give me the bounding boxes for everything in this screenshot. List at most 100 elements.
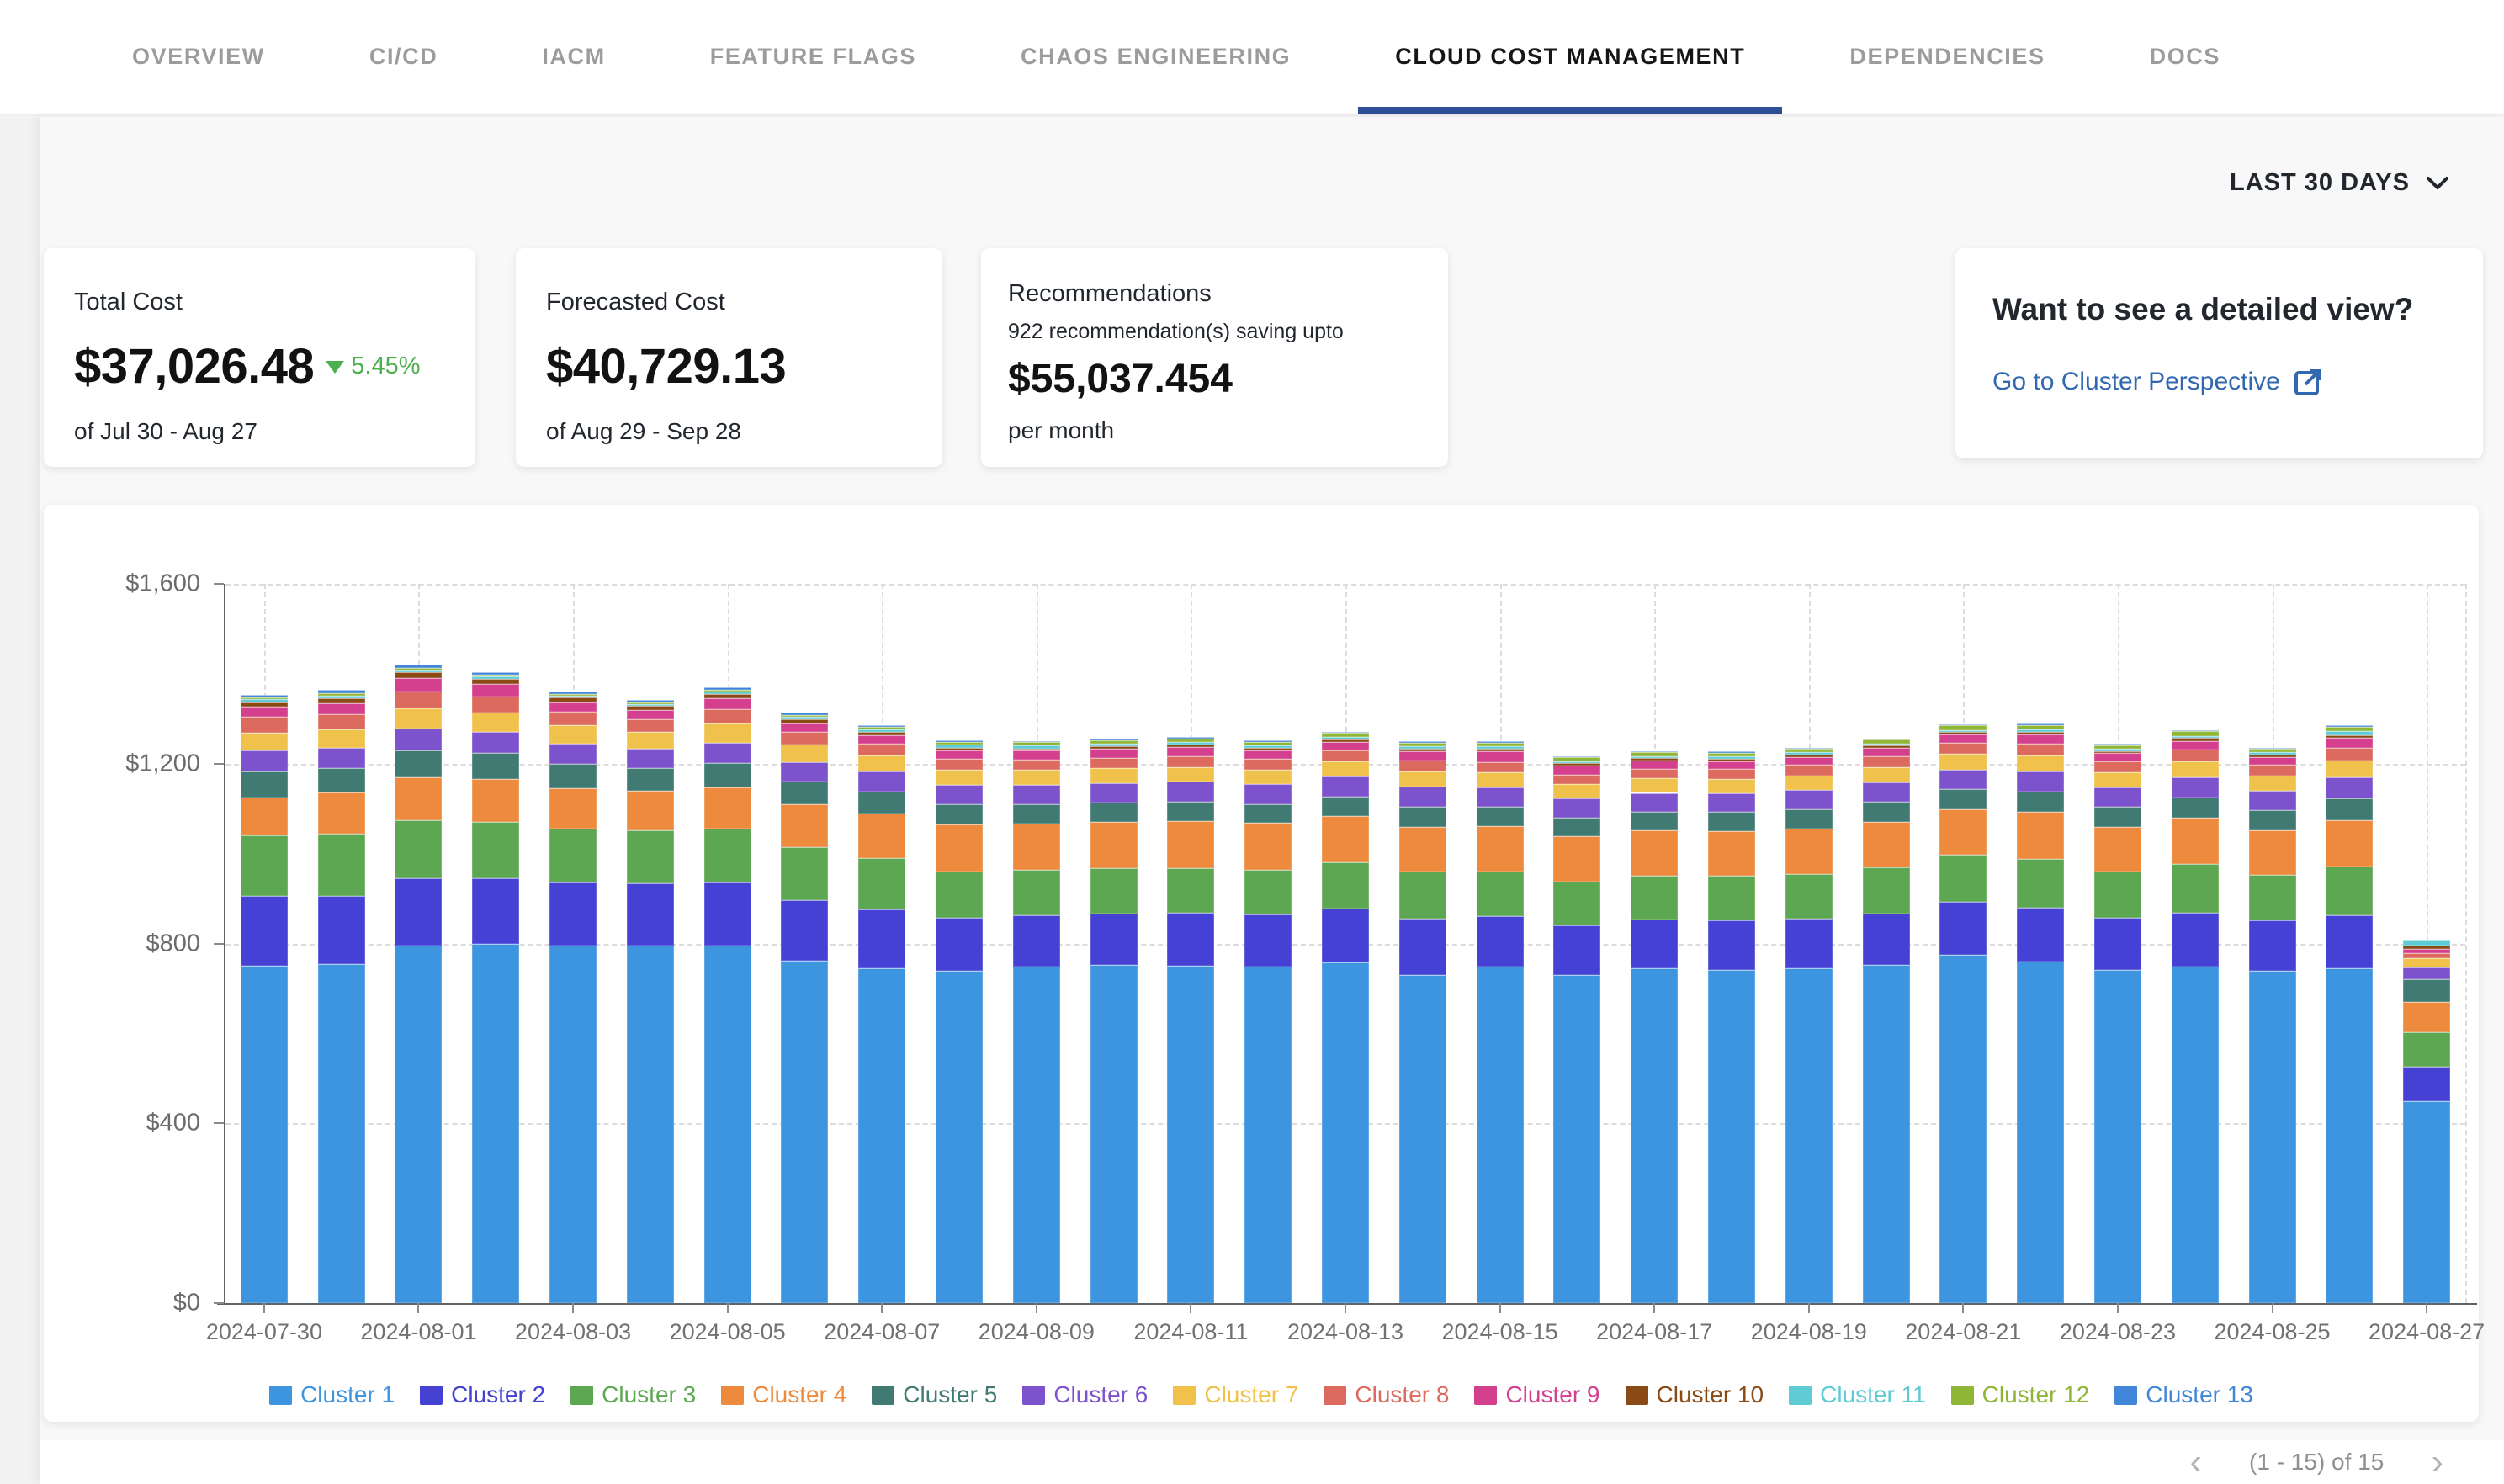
bar-segment-cluster-6[interactable] (1399, 787, 1446, 807)
bar-2024-08-20[interactable] (1863, 739, 1910, 1303)
bar-2024-08-22[interactable] (2017, 723, 2064, 1303)
bar-segment-cluster-11[interactable] (704, 692, 751, 694)
bar-segment-cluster-3[interactable] (549, 829, 597, 882)
bar-segment-cluster-4[interactable] (2172, 818, 2219, 864)
bar-2024-08-02[interactable] (472, 672, 519, 1303)
bar-segment-cluster-5[interactable] (1322, 797, 1369, 816)
bar-segment-cluster-9[interactable] (858, 735, 905, 744)
bar-segment-cluster-5[interactable] (1477, 807, 1524, 825)
bar-2024-08-17[interactable] (1631, 751, 1678, 1303)
bar-segment-cluster-10[interactable] (549, 697, 597, 702)
bar-segment-cluster-10[interactable] (627, 706, 674, 710)
bar-segment-cluster-5[interactable] (1863, 802, 1910, 822)
bar-segment-cluster-7[interactable] (2326, 761, 2373, 777)
bar-segment-cluster-11[interactable] (1244, 745, 1292, 748)
bar-segment-cluster-7[interactable] (1322, 761, 1369, 776)
bar-segment-cluster-9[interactable] (1322, 742, 1369, 751)
tab-feature-flags[interactable]: FEATURE FLAGS (658, 0, 968, 114)
bar-segment-cluster-4[interactable] (1553, 836, 1600, 881)
legend-item-cluster-10[interactable]: Cluster 10 (1626, 1381, 1764, 1408)
bar-segment-cluster-9[interactable] (1553, 766, 1600, 775)
legend-item-cluster-6[interactable]: Cluster 6 (1022, 1381, 1148, 1408)
bar-segment-cluster-5[interactable] (472, 753, 519, 779)
bar-segment-cluster-1[interactable] (1631, 968, 1678, 1303)
bar-segment-cluster-1[interactable] (395, 946, 442, 1303)
bar-segment-cluster-1[interactable] (2249, 971, 2296, 1303)
bar-segment-cluster-11[interactable] (1013, 745, 1060, 748)
bar-segment-cluster-13[interactable] (1477, 741, 1524, 743)
bar-segment-cluster-13[interactable] (1013, 741, 1060, 743)
bar-segment-cluster-2[interactable] (1631, 920, 1678, 968)
bar-2024-08-16[interactable] (1553, 756, 1600, 1303)
bar-segment-cluster-1[interactable] (2403, 1101, 2450, 1303)
bar-segment-cluster-12[interactable] (704, 690, 751, 692)
bar-segment-cluster-3[interactable] (1090, 868, 1138, 913)
bar-segment-cluster-6[interactable] (549, 744, 597, 764)
bar-segment-cluster-8[interactable] (395, 692, 442, 708)
bar-segment-cluster-9[interactable] (472, 684, 519, 697)
bar-2024-08-13[interactable] (1322, 732, 1369, 1303)
bar-segment-cluster-12[interactable] (936, 742, 983, 745)
bar-segment-cluster-3[interactable] (1244, 870, 1292, 914)
bar-segment-cluster-2[interactable] (2403, 1067, 2450, 1101)
bar-segment-cluster-10[interactable] (2094, 751, 2141, 754)
bar-segment-cluster-6[interactable] (704, 743, 751, 763)
bar-segment-cluster-6[interactable] (627, 749, 674, 767)
bar-segment-cluster-3[interactable] (1939, 855, 1987, 902)
bar-segment-cluster-11[interactable] (1167, 742, 1214, 745)
bar-segment-cluster-8[interactable] (1477, 762, 1524, 772)
bar-segment-cluster-5[interactable] (1244, 804, 1292, 823)
bar-segment-cluster-8[interactable] (858, 744, 905, 755)
bar-segment-cluster-10[interactable] (1708, 759, 1755, 761)
bar-segment-cluster-5[interactable] (936, 804, 983, 824)
bar-segment-cluster-13[interactable] (781, 713, 828, 715)
bar-segment-cluster-7[interactable] (2017, 755, 2064, 771)
bar-segment-cluster-13[interactable] (1939, 724, 1987, 726)
bar-segment-cluster-3[interactable] (1553, 882, 1600, 925)
legend-item-cluster-12[interactable]: Cluster 12 (1951, 1381, 2090, 1408)
bar-segment-cluster-9[interactable] (2094, 753, 2141, 761)
bar-segment-cluster-7[interactable] (2172, 761, 2219, 777)
bar-segment-cluster-4[interactable] (2403, 1002, 2450, 1032)
bar-segment-cluster-6[interactable] (936, 785, 983, 805)
bar-segment-cluster-12[interactable] (1399, 743, 1446, 746)
bar-segment-cluster-10[interactable] (2249, 755, 2296, 757)
bar-segment-cluster-9[interactable] (1477, 751, 1524, 762)
bar-2024-08-05[interactable] (704, 687, 751, 1303)
bar-segment-cluster-8[interactable] (704, 709, 751, 723)
bar-segment-cluster-4[interactable] (1399, 827, 1446, 872)
bar-segment-cluster-9[interactable] (1244, 750, 1292, 760)
bar-segment-cluster-1[interactable] (1244, 967, 1292, 1303)
bar-segment-cluster-4[interactable] (2249, 830, 2296, 875)
bar-segment-cluster-10[interactable] (936, 748, 983, 750)
bar-segment-cluster-9[interactable] (2403, 949, 2450, 953)
bar-segment-cluster-11[interactable] (2172, 736, 2219, 739)
bar-segment-cluster-7[interactable] (395, 708, 442, 729)
bar-segment-cluster-13[interactable] (241, 695, 288, 697)
bar-segment-cluster-8[interactable] (241, 717, 288, 733)
bar-segment-cluster-7[interactable] (1939, 754, 1987, 770)
bar-segment-cluster-9[interactable] (549, 702, 597, 713)
bar-segment-cluster-1[interactable] (1553, 975, 1600, 1303)
bar-segment-cluster-2[interactable] (627, 883, 674, 946)
bar-segment-cluster-8[interactable] (2094, 761, 2141, 772)
bar-segment-cluster-11[interactable] (627, 704, 674, 707)
bar-segment-cluster-11[interactable] (1631, 756, 1678, 759)
bar-segment-cluster-4[interactable] (1013, 824, 1060, 871)
bar-segment-cluster-3[interactable] (1631, 876, 1678, 920)
bar-segment-cluster-7[interactable] (1244, 770, 1292, 785)
bar-segment-cluster-6[interactable] (1939, 770, 1987, 790)
bar-segment-cluster-4[interactable] (1244, 823, 1292, 870)
bar-segment-cluster-4[interactable] (2094, 827, 2141, 872)
bar-segment-cluster-12[interactable] (781, 715, 828, 717)
bar-segment-cluster-6[interactable] (395, 729, 442, 750)
bar-segment-cluster-1[interactable] (472, 944, 519, 1304)
bar-segment-cluster-11[interactable] (936, 745, 983, 747)
bar-segment-cluster-6[interactable] (2249, 791, 2296, 810)
bar-segment-cluster-4[interactable] (781, 804, 828, 847)
bar-segment-cluster-10[interactable] (1013, 749, 1060, 751)
bar-segment-cluster-4[interactable] (318, 792, 365, 833)
bar-segment-cluster-12[interactable] (2249, 749, 2296, 752)
bar-segment-cluster-12[interactable] (1708, 753, 1755, 756)
bar-segment-cluster-2[interactable] (2172, 913, 2219, 967)
